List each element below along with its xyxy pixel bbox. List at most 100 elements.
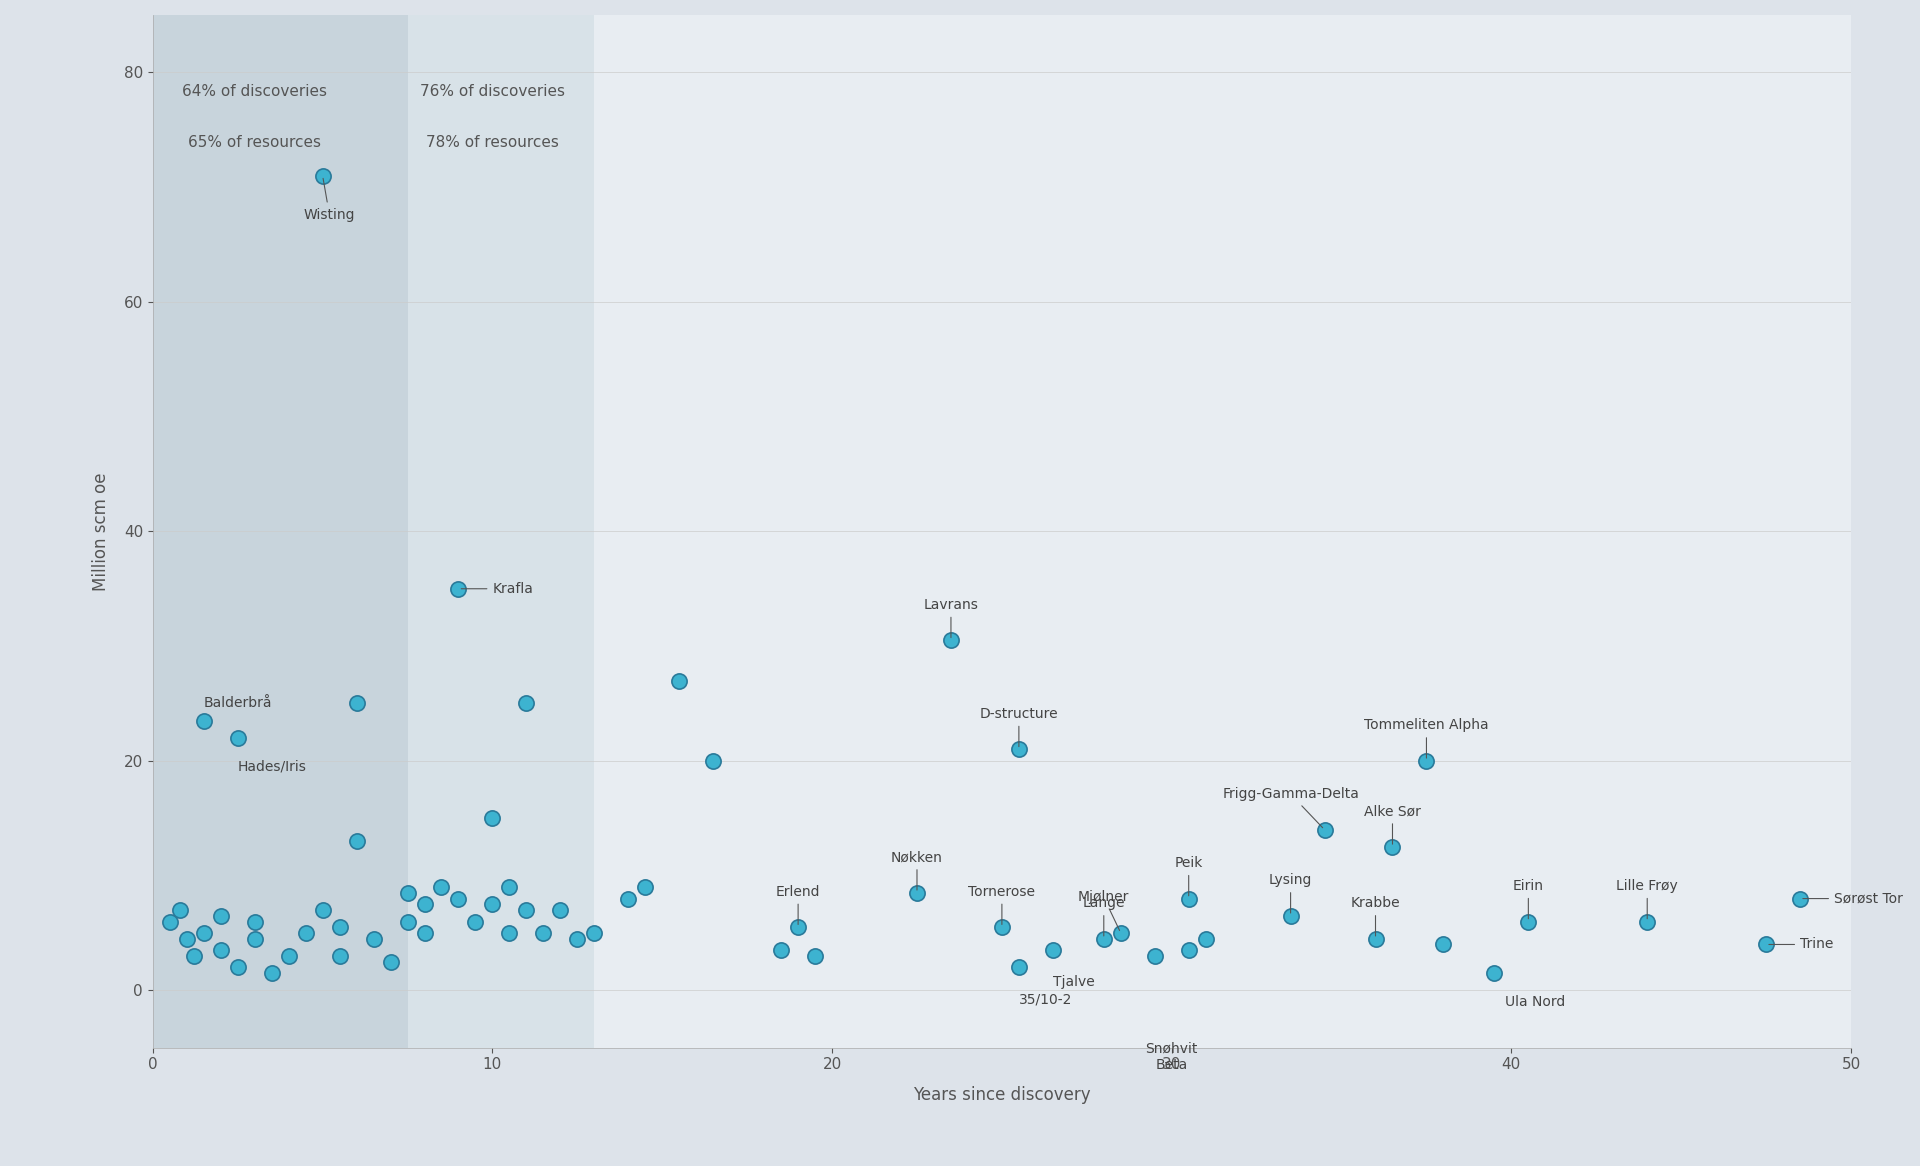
Point bbox=[255, 964, 286, 983]
Point bbox=[273, 947, 303, 965]
Point bbox=[359, 929, 390, 948]
Point bbox=[342, 831, 372, 850]
Point bbox=[307, 167, 338, 185]
Point bbox=[1004, 740, 1035, 759]
Point bbox=[1359, 929, 1390, 948]
Point bbox=[188, 923, 219, 942]
Point bbox=[664, 672, 695, 690]
Point bbox=[1478, 964, 1509, 983]
Point bbox=[205, 941, 236, 960]
Point bbox=[511, 694, 541, 712]
Point bbox=[324, 918, 355, 936]
Point bbox=[240, 912, 271, 930]
Point bbox=[324, 947, 355, 965]
Point bbox=[205, 906, 236, 925]
Point bbox=[801, 947, 831, 965]
Point bbox=[476, 895, 507, 914]
Text: 78% of resources: 78% of resources bbox=[426, 135, 559, 150]
Text: D-structure: D-structure bbox=[979, 707, 1058, 746]
Point bbox=[188, 711, 219, 730]
Point bbox=[444, 890, 474, 908]
Point bbox=[444, 580, 474, 598]
Point bbox=[697, 752, 728, 771]
Text: 35/10-2: 35/10-2 bbox=[1020, 992, 1071, 1006]
Point bbox=[179, 947, 209, 965]
Point bbox=[240, 929, 271, 948]
Text: Peik: Peik bbox=[1175, 856, 1204, 895]
Text: Wisting: Wisting bbox=[303, 178, 355, 222]
Point bbox=[563, 929, 593, 948]
Text: Lysing: Lysing bbox=[1269, 873, 1311, 913]
Text: Lavrans: Lavrans bbox=[924, 598, 979, 638]
Point bbox=[1786, 890, 1816, 908]
Text: Tornerose: Tornerose bbox=[968, 885, 1035, 925]
Point bbox=[374, 953, 405, 971]
Point bbox=[935, 631, 966, 649]
Text: Erlend: Erlend bbox=[776, 885, 820, 925]
Point bbox=[630, 878, 660, 897]
Point bbox=[342, 694, 372, 712]
Point bbox=[1428, 935, 1459, 954]
Text: Trine: Trine bbox=[1768, 937, 1834, 951]
Text: Eirin: Eirin bbox=[1513, 879, 1544, 919]
Point bbox=[409, 895, 440, 914]
Text: Krafla: Krafla bbox=[461, 582, 534, 596]
Text: Nøkken: Nøkken bbox=[891, 850, 943, 890]
Point bbox=[476, 809, 507, 828]
Point bbox=[493, 878, 524, 897]
Text: Tommeliten Alpha: Tommeliten Alpha bbox=[1363, 718, 1488, 758]
Point bbox=[1309, 821, 1340, 840]
Point bbox=[426, 878, 457, 897]
Bar bbox=[154, 15, 407, 1048]
Point bbox=[1037, 941, 1068, 960]
Bar bbox=[407, 15, 595, 1048]
Point bbox=[223, 729, 253, 747]
Point bbox=[1275, 906, 1306, 925]
Text: 76% of discoveries: 76% of discoveries bbox=[420, 84, 564, 99]
Text: Mjølner: Mjølner bbox=[1079, 891, 1129, 930]
Point bbox=[1106, 923, 1137, 942]
Text: Ula Nord: Ula Nord bbox=[1505, 995, 1565, 1009]
Text: Lange: Lange bbox=[1083, 895, 1125, 936]
Point bbox=[1173, 890, 1204, 908]
Point bbox=[766, 941, 797, 960]
Text: 65% of resources: 65% of resources bbox=[188, 135, 321, 150]
Point bbox=[783, 918, 814, 936]
Point bbox=[493, 923, 524, 942]
Point bbox=[528, 923, 559, 942]
Text: 64% of discoveries: 64% of discoveries bbox=[182, 84, 326, 99]
Point bbox=[1513, 912, 1544, 930]
Point bbox=[580, 923, 611, 942]
Point bbox=[1089, 929, 1119, 948]
Point bbox=[461, 912, 492, 930]
Point bbox=[307, 900, 338, 919]
Point bbox=[154, 912, 184, 930]
Point bbox=[223, 958, 253, 977]
Point bbox=[1632, 912, 1663, 930]
Point bbox=[987, 918, 1018, 936]
Point bbox=[1139, 947, 1169, 965]
Point bbox=[1004, 958, 1035, 977]
Point bbox=[1173, 941, 1204, 960]
Point bbox=[902, 884, 933, 902]
Point bbox=[612, 890, 643, 908]
Text: Tjalve: Tjalve bbox=[1052, 975, 1094, 989]
Point bbox=[171, 929, 202, 948]
Text: Balderbrå: Balderbrå bbox=[204, 696, 273, 710]
Text: Frigg-Gamma-Delta: Frigg-Gamma-Delta bbox=[1223, 787, 1359, 828]
Point bbox=[165, 900, 196, 919]
Point bbox=[511, 900, 541, 919]
Point bbox=[392, 912, 422, 930]
X-axis label: Years since discovery: Years since discovery bbox=[914, 1087, 1091, 1104]
Point bbox=[1751, 935, 1782, 954]
Point bbox=[392, 884, 422, 902]
Point bbox=[290, 923, 321, 942]
Text: Sørøst Tor: Sørøst Tor bbox=[1803, 892, 1903, 906]
Point bbox=[1190, 929, 1221, 948]
Y-axis label: Million scm oe: Million scm oe bbox=[92, 472, 109, 591]
Text: Krabbe: Krabbe bbox=[1350, 895, 1400, 936]
Point bbox=[1377, 837, 1407, 856]
Text: Snøhvit
Beta: Snøhvit Beta bbox=[1146, 1042, 1198, 1073]
Point bbox=[545, 900, 576, 919]
Point bbox=[1411, 752, 1442, 771]
